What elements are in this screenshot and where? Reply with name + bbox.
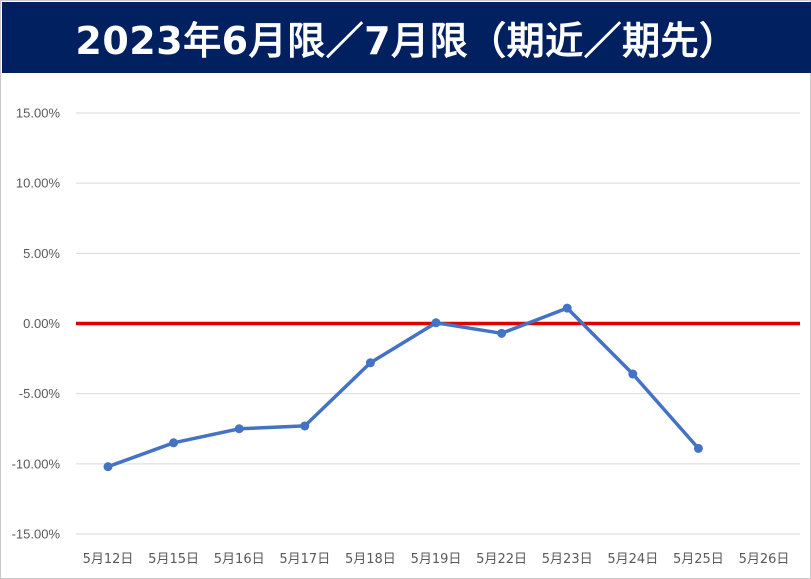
data-point [562,303,572,313]
chart-title: 2023年6月限／7月限（期近／期先） [75,19,738,63]
x-tick-label: 5月12日 [83,552,134,567]
data-point [628,369,638,379]
data-point [300,421,310,431]
chart-title-bar: 2023年6月限／7月限（期近／期先） [2,2,811,73]
series-line [106,306,701,469]
data-point [365,358,375,368]
data-point [693,443,703,453]
x-tick-label: 5月22日 [476,552,527,567]
x-tick-label: 5月25日 [673,552,724,567]
x-tick-label: 5月15日 [148,552,199,567]
data-point [431,318,441,328]
data-point [103,462,113,472]
x-tick-label: 5月23日 [542,552,593,567]
y-tick-label: -10.00% [12,456,61,471]
x-tick-label: 5月24日 [607,552,658,567]
x-axis-tick-labels: 5月12日 5月15日 5月16日 5月17日 5月18日 5月19日 5月22日 5月23日… [83,552,790,567]
y-tick-label: -15.00% [12,527,61,542]
series-layer [103,303,703,472]
x-tick-label: 5月18日 [345,552,396,567]
y-tick-label: 10.00% [16,176,61,191]
x-tick-label: 5月16日 [214,552,265,567]
x-tick-label: 5月26日 [739,552,790,567]
y-axis-tick-labels: -15.00% -10.00% -5.00% 0.00% 5.00% 10.00% 15.0… [12,106,61,542]
y-tick-label: 0.00% [23,316,60,331]
y-tick-label: -5.00% [19,386,61,401]
data-point [169,438,179,448]
x-tick-label: 5月17日 [279,552,330,567]
data-point [234,424,244,434]
data-point [497,328,507,338]
x-tick-label: 5月19日 [411,552,462,567]
y-tick-label: 5.00% [23,246,60,261]
y-tick-label: 15.00% [16,106,61,121]
